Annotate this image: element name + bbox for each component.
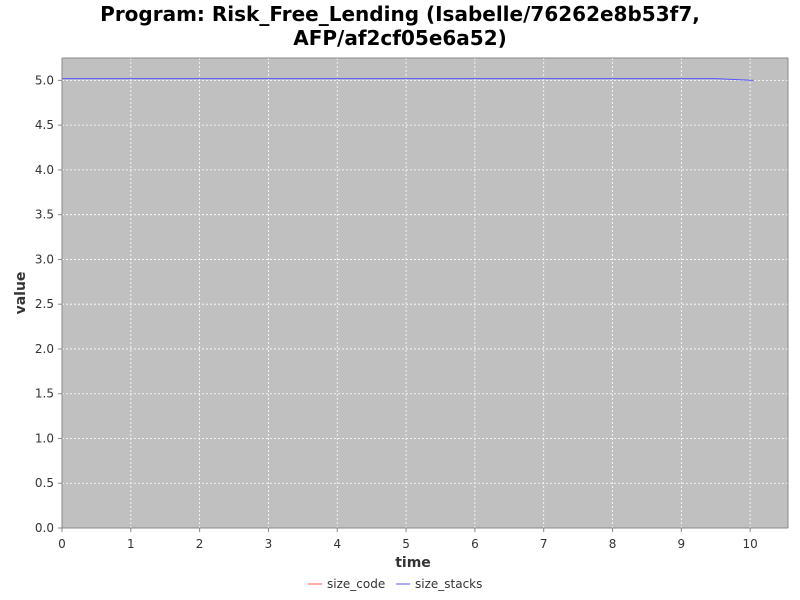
y-tick-label: 2.5	[35, 297, 54, 311]
x-axis-ticks: 0 1 2 3 4 5 6 7 8 9 10	[58, 528, 758, 551]
y-tick-label: 1.0	[35, 431, 54, 445]
y-tick-label: 5.0	[35, 73, 54, 87]
y-tick-label: 0.5	[35, 476, 54, 490]
x-tick-label: 1	[127, 537, 135, 551]
chart-title: Program: Risk_Free_Lending (Isabelle/762…	[0, 2, 800, 50]
x-tick-label: 4	[333, 537, 341, 551]
x-tick-label: 3	[265, 537, 273, 551]
x-tick-label: 9	[678, 537, 686, 551]
x-tick-label: 8	[609, 537, 617, 551]
axes	[61, 57, 789, 529]
y-tick-label: 4.0	[35, 163, 54, 177]
x-axis-label: time	[395, 555, 431, 571]
y-tick-label: 3.5	[35, 208, 54, 222]
x-tick-label: 7	[540, 537, 548, 551]
x-tick-label: 10	[743, 537, 758, 551]
x-tick-label: 2	[196, 537, 204, 551]
y-tick-label: 0.0	[35, 521, 54, 535]
series-line-size-stacks	[62, 78, 754, 81]
chart-title-line-2: AFP/af2cf05e6a52)	[293, 26, 507, 50]
x-tick-label: 6	[471, 537, 479, 551]
x-tick-label: 0	[58, 537, 66, 551]
chart-title-line-1: Program: Risk_Free_Lending (Isabelle/762…	[100, 2, 700, 26]
x-tick-label: 5	[402, 537, 410, 551]
legend: size_code size_stacks	[308, 577, 482, 591]
y-tick-label: 4.5	[35, 118, 54, 132]
y-axis-ticks: 0.0 0.5 1.0 1.5 2.0 2.5 3.0 3.5 4.0 4.5 5.0	[35, 73, 62, 535]
y-axis-label: value	[13, 272, 29, 315]
plot-area	[62, 58, 788, 528]
y-tick-label: 3.0	[35, 252, 54, 266]
y-tick-label: 1.5	[35, 387, 54, 401]
y-tick-label: 2.0	[35, 342, 54, 356]
legend-label-size-code: size_code	[327, 577, 385, 591]
legend-label-size-stacks: size_stacks	[415, 577, 482, 591]
